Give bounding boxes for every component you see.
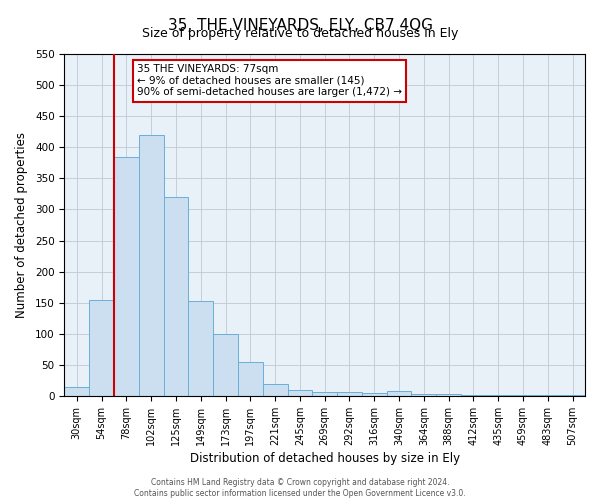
Bar [213, 334, 238, 396]
Bar [535, 394, 560, 396]
Text: 35, THE VINEYARDS, ELY, CB7 4QG: 35, THE VINEYARDS, ELY, CB7 4QG [167, 18, 433, 32]
Bar [436, 394, 461, 396]
Bar [511, 394, 535, 396]
Y-axis label: Number of detached properties: Number of detached properties [15, 132, 28, 318]
Bar [89, 300, 114, 396]
Text: Contains HM Land Registry data © Crown copyright and database right 2024.
Contai: Contains HM Land Registry data © Crown c… [134, 478, 466, 498]
Bar [486, 394, 511, 396]
Bar [560, 394, 585, 396]
Bar [412, 394, 436, 396]
Bar [313, 392, 337, 396]
Bar [188, 302, 213, 396]
Bar [337, 392, 362, 396]
Bar [386, 391, 412, 396]
Text: Size of property relative to detached houses in Ely: Size of property relative to detached ho… [142, 28, 458, 40]
Bar [263, 384, 287, 396]
Bar [114, 156, 139, 396]
Bar [64, 386, 89, 396]
Bar [461, 394, 486, 396]
Text: 35 THE VINEYARDS: 77sqm
← 9% of detached houses are smaller (145)
90% of semi-de: 35 THE VINEYARDS: 77sqm ← 9% of detached… [137, 64, 402, 98]
Bar [287, 390, 313, 396]
Bar [139, 135, 164, 396]
Bar [362, 393, 386, 396]
X-axis label: Distribution of detached houses by size in Ely: Distribution of detached houses by size … [190, 452, 460, 465]
Bar [164, 197, 188, 396]
Bar [238, 362, 263, 396]
